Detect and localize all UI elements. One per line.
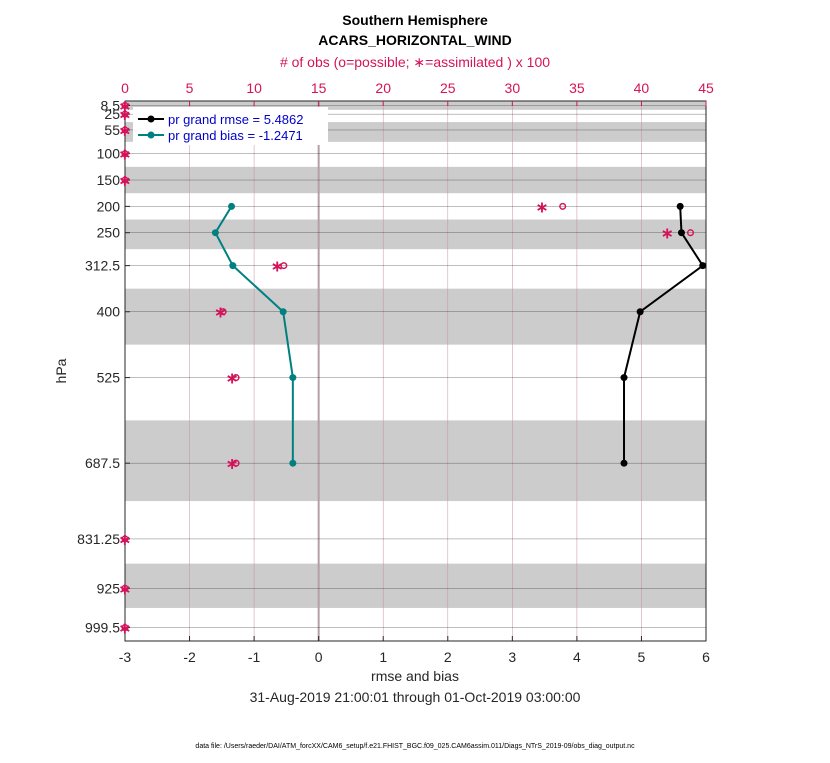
y-tick-label: 250 bbox=[97, 225, 121, 241]
x-tick-label: 2 bbox=[444, 649, 452, 665]
pressure-band bbox=[125, 420, 706, 502]
rmse-point bbox=[620, 459, 628, 467]
rmse-point bbox=[636, 308, 644, 316]
obs-possible-marker bbox=[121, 624, 129, 632]
top-tick-label: 20 bbox=[375, 80, 391, 96]
obs-assimilated-marker: ∗ bbox=[214, 303, 227, 322]
bias-point bbox=[228, 202, 236, 210]
rmse-point bbox=[677, 229, 685, 237]
obs-possible-marker bbox=[232, 374, 240, 382]
footnote: data file: /Users/raeder/DAI/ATM_forcXX/… bbox=[195, 743, 635, 750]
obs-possible-marker bbox=[280, 262, 288, 270]
y-tick-label: 200 bbox=[97, 198, 121, 214]
x-tick-label: 1 bbox=[379, 649, 387, 665]
x-tick-label: 5 bbox=[638, 649, 646, 665]
obs-assimilated-marker: ∗ bbox=[118, 121, 131, 140]
legend-box bbox=[133, 107, 328, 145]
bias-point bbox=[289, 459, 297, 467]
y-tick-label: 100 bbox=[97, 146, 121, 162]
x-tick-label: 4 bbox=[573, 649, 581, 665]
rmse-point bbox=[676, 202, 684, 210]
top-tick-label: 30 bbox=[505, 80, 521, 96]
obs-assimilated-marker: ∗ bbox=[535, 197, 548, 216]
chart-subtitle: ACARS_HORIZONTAL_WIND bbox=[318, 32, 511, 48]
y-tick-label: 8.5 bbox=[101, 97, 121, 113]
obs-assimilated-marker: ∗ bbox=[118, 96, 131, 115]
obs-assimilated-marker: ∗ bbox=[118, 171, 131, 190]
legend-marker bbox=[147, 131, 155, 139]
x-tick-label: 3 bbox=[508, 649, 516, 665]
top-tick-label: 10 bbox=[246, 80, 262, 96]
x-tick-label: 0 bbox=[315, 649, 323, 665]
top-tick-label: 0 bbox=[121, 80, 129, 96]
obs-assimilated-marker: ∗ bbox=[661, 224, 674, 243]
x-tick-label: -1 bbox=[248, 649, 261, 665]
obs-possible-marker bbox=[559, 202, 567, 210]
top-tick-label: 35 bbox=[569, 80, 585, 96]
x-axis-label: rmse and bias bbox=[371, 668, 459, 684]
y-tick-label: 400 bbox=[97, 304, 121, 320]
x-tick-label: -3 bbox=[119, 649, 132, 665]
obs-possible-marker bbox=[121, 150, 129, 158]
bias-point bbox=[229, 262, 237, 270]
plot-frame bbox=[124, 100, 707, 642]
top-axis-label: # of obs (o=possible; ∗=assimilated ) x … bbox=[280, 54, 550, 70]
pressure-bands bbox=[125, 101, 706, 608]
top-tick-label: 15 bbox=[311, 80, 327, 96]
obs-possible-marker bbox=[121, 176, 129, 184]
y-tick-label: 25 bbox=[104, 106, 120, 122]
y-tick-label: 687.5 bbox=[85, 455, 120, 471]
y-tick-label: 150 bbox=[97, 172, 121, 188]
x-tick-label: -2 bbox=[183, 649, 196, 665]
y-tick-label: 831.25 bbox=[77, 531, 120, 547]
obs-possible-marker bbox=[219, 308, 227, 316]
chart-title: Southern Hemisphere bbox=[342, 12, 488, 28]
y-tick-label: 55 bbox=[104, 122, 120, 138]
top-tick-label: 25 bbox=[440, 80, 456, 96]
obs-assimilated-marker: ∗ bbox=[225, 369, 238, 388]
obs-possible-marker bbox=[232, 459, 240, 467]
pressure-band bbox=[125, 288, 706, 345]
rmse-line bbox=[623, 206, 705, 464]
x-tick-label: 6 bbox=[702, 649, 710, 665]
bias-line bbox=[214, 205, 294, 464]
obs-assimilated-marker: ∗ bbox=[271, 257, 284, 276]
y-tick-label: 312.5 bbox=[85, 258, 120, 274]
top-tick-label: 40 bbox=[634, 80, 650, 96]
obs-assimilated-marker: ∗ bbox=[118, 619, 131, 638]
pressure-band bbox=[125, 219, 706, 250]
obs-assimilated-marker: ∗ bbox=[118, 579, 131, 598]
y-tick-label: 525 bbox=[97, 370, 121, 386]
obs-possible-marker bbox=[686, 229, 695, 237]
y-axis-label: hPa bbox=[53, 358, 69, 383]
bias-point bbox=[279, 308, 287, 316]
obs-possible-marker bbox=[121, 126, 129, 134]
obs-assimilated-marker: ∗ bbox=[225, 454, 238, 473]
rmse-point bbox=[620, 374, 628, 382]
y-tick-label: 999.5 bbox=[85, 620, 120, 636]
obs-possible-marker bbox=[121, 584, 129, 592]
date-range: 31-Aug-2019 21:00:01 through 01-Oct-2019… bbox=[250, 689, 581, 705]
obs-possible-marker bbox=[121, 101, 129, 110]
obs-assimilated-marker: ∗ bbox=[118, 105, 131, 124]
obs-assimilated-marker: ∗ bbox=[118, 145, 131, 164]
bias-point bbox=[211, 229, 219, 237]
legend-bias: pr grand bias = -1.2471 bbox=[168, 128, 303, 143]
legend-rmse: pr grand rmse = 5.4862 bbox=[168, 112, 304, 127]
top-tick-label: 45 bbox=[698, 80, 714, 96]
bias-point bbox=[289, 374, 297, 382]
legend-marker bbox=[147, 115, 155, 123]
obs-assimilated-marker: ∗ bbox=[118, 530, 131, 549]
obs-possible-marker bbox=[121, 110, 129, 118]
y-tick-label: 925 bbox=[97, 580, 121, 596]
rmse-point bbox=[699, 262, 707, 270]
pressure-band bbox=[125, 563, 706, 608]
obs-possible-marker bbox=[121, 535, 129, 543]
top-tick-label: 5 bbox=[186, 80, 194, 96]
